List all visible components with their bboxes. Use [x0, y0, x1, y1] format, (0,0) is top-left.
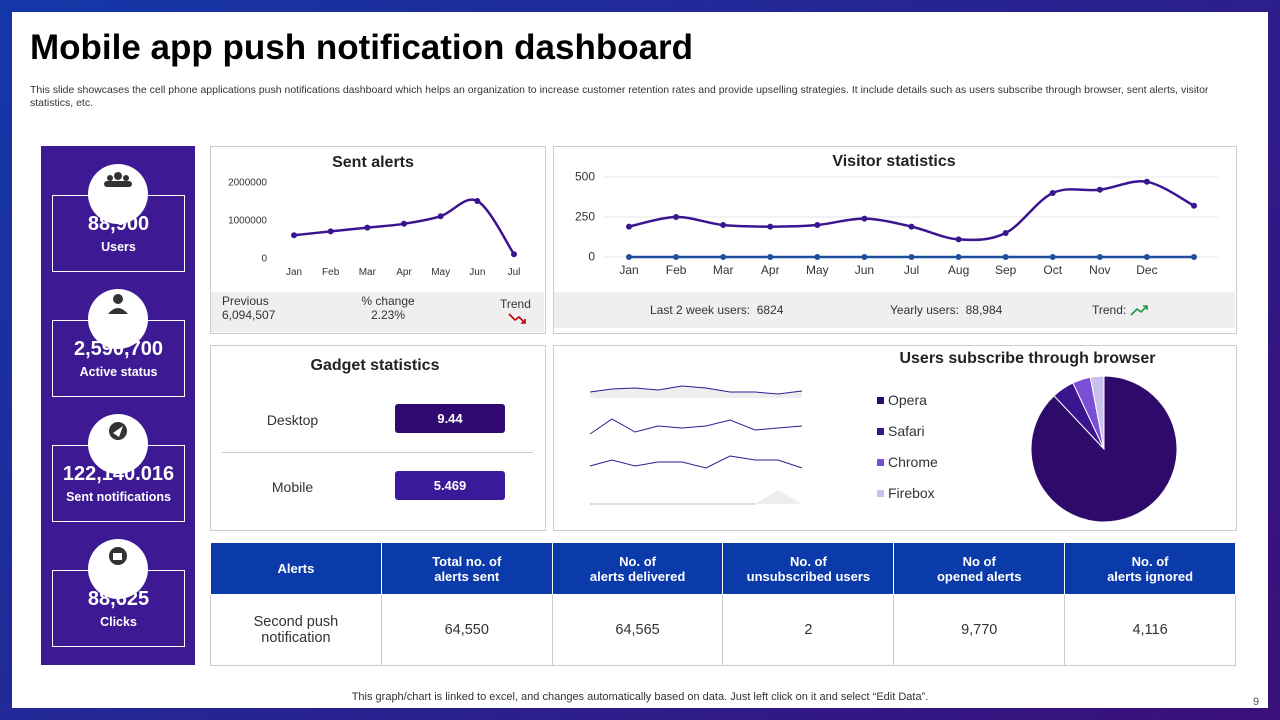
gadget-label: Mobile: [271, 479, 314, 495]
column-header: Total no. of alerts sent: [380, 542, 553, 595]
kpi-label: Sent notifications: [66, 490, 171, 504]
kpi-value: 88,625: [87, 588, 150, 610]
label: Yearly users:: [890, 303, 959, 317]
alerts-table: Alerts Total no. of alerts sent No. of ale…: [210, 542, 1236, 666]
table-cell: 4,116: [1064, 594, 1236, 666]
table-cell: 9,770: [893, 594, 1066, 666]
gadget-panel: [210, 345, 546, 531]
browser-panel: [553, 345, 1237, 531]
kpi-label: Clicks: [100, 615, 137, 629]
panel-title: Visitor statistics: [832, 153, 956, 170]
kpi-card: 88,625 Clicks: [52, 570, 185, 647]
summary-band: [211, 292, 544, 332]
column-header: Alerts: [210, 542, 382, 595]
column-header: No. of unsubscribed users: [722, 542, 895, 595]
column-header: No. of alerts delivered: [551, 542, 724, 595]
value: 6824: [756, 303, 784, 317]
summary-label: Trend:: [1092, 303, 1127, 317]
table-cell: 64,565: [551, 594, 724, 666]
table-row: Second push notification 64,550 64,565 2 9,7…: [210, 594, 1236, 666]
kpi-card: 2,590,700 Active status: [52, 320, 185, 397]
panel-title: Gadget statistics: [310, 357, 440, 374]
page-number: 9: [1253, 696, 1260, 708]
panel-title: Sent alerts: [332, 154, 414, 171]
description: This slide showcases the cell phone appl…: [30, 84, 1209, 109]
kpi-value: 122,140.016: [62, 463, 175, 485]
summary-label: % change: [361, 294, 415, 308]
kpi-label: Active status: [79, 365, 158, 379]
summary-value: 2.23%: [370, 308, 406, 322]
gadget-value: 5.469: [395, 471, 505, 500]
kpi-card: 122,140.016 Sent notifications: [52, 445, 185, 522]
gadget-value: 9.44: [395, 404, 505, 433]
table-body: Second push notification 64,550 64,565 2 9,7…: [210, 594, 1236, 666]
summary-label: Previous: [222, 294, 269, 308]
gadget-label: Desktop: [266, 412, 319, 428]
column-header: No. of alerts ignored: [1064, 542, 1236, 595]
divider: [222, 452, 533, 453]
kpi-value: 88,900: [87, 213, 150, 235]
table-cell: 64,550: [380, 594, 553, 666]
kpi-card: 88,900 Users: [52, 195, 185, 272]
summary-value: 6,094,507: [222, 308, 276, 322]
kpi-value: 2,590,700: [74, 338, 163, 360]
summary-band: [554, 292, 1235, 328]
panel-title: Users subscribe through browser: [899, 350, 1156, 367]
summary-label: Trend: [500, 297, 531, 311]
column-header: No of opened alerts: [893, 542, 1066, 595]
table-cell: Second push notification: [210, 594, 382, 666]
table-cell: 2: [722, 594, 895, 666]
label: Last 2 week users:: [650, 303, 751, 317]
summary-label: Yearly users: 88,984: [890, 303, 1002, 317]
header-row: Alerts Total no. of alerts sent No. of ale…: [210, 542, 1236, 595]
value: 88,984: [965, 303, 1003, 317]
kpi-label: Users: [101, 240, 136, 254]
summary-label: Last 2 week users: 6824: [650, 303, 783, 317]
title: Mobile app push notification dashboard: [30, 28, 694, 67]
footer-note: This graph/chart is linked to excel, and…: [351, 691, 929, 703]
